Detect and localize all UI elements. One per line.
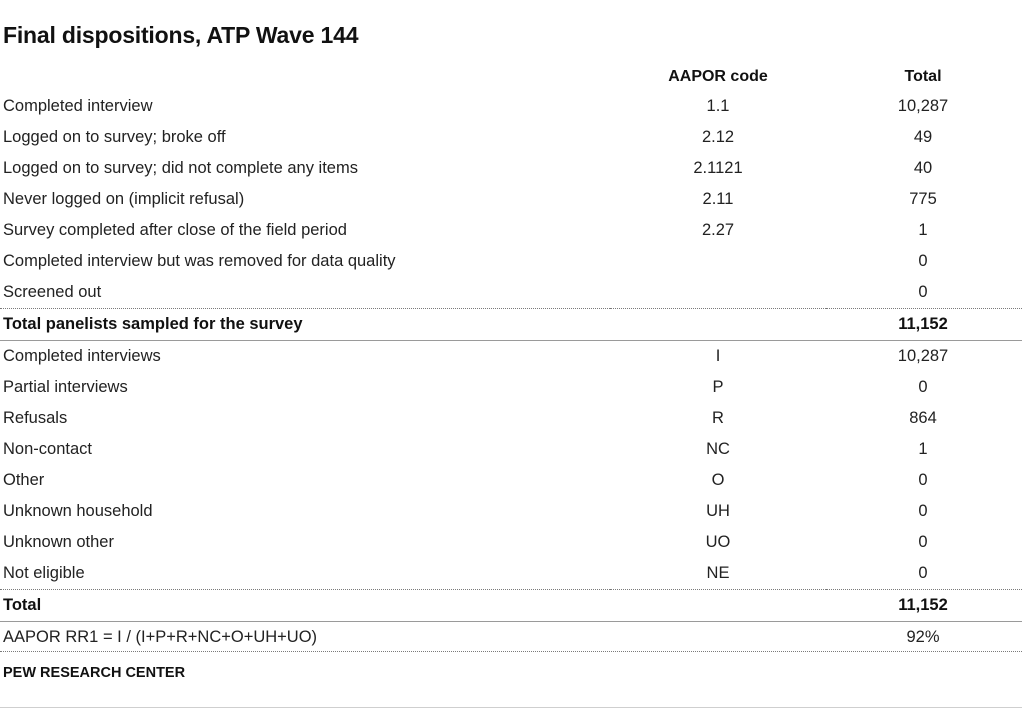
row-code: 2.1121 [693,159,743,177]
grand-total-code [610,589,826,622]
row-label: Logged on to survey; broke off [3,128,226,146]
row-total: 864 [909,409,937,427]
subtotal-total: 11,152 [826,308,1022,341]
row-label: Refusals [3,409,68,427]
grand-total-row: Total 11,152 [0,589,1022,622]
row-label: Survey completed after close of the fiel… [3,221,347,239]
row-code: R [712,409,724,427]
table-row: Other O 0 [0,465,1022,496]
table-row: Completed interview 1.1 10,287 [0,91,1022,122]
row-code: P [712,378,724,396]
table-row: Survey completed after close of the fiel… [0,215,1022,246]
row-label: Completed interview but was removed for … [3,252,396,270]
table-row: Logged on to survey; did not complete an… [0,153,1022,184]
row-label: Screened out [3,283,102,301]
row-label: Completed interview [3,97,153,115]
row-total: 10,287 [897,97,949,115]
table-row: Unknown other UO 0 [0,527,1022,558]
row-label: Unknown other [3,533,114,551]
row-label: Other [3,471,45,489]
table-row: Refusals R 864 [0,403,1022,434]
row-total: 0 [918,252,928,270]
row-label: Non-contact [3,440,92,458]
row-total: 775 [909,190,937,208]
page-title: Final dispositions, ATP Wave 144 [3,22,359,48]
row-code: UO [705,533,731,551]
row-total: 0 [918,378,928,396]
row-label: Never logged on (implicit refusal) [3,190,245,208]
row-label: Unknown household [3,502,153,520]
row-code: I [715,347,721,365]
grand-total-label: Total [0,589,610,622]
row-code: 1.1 [706,97,730,115]
row-total: 0 [918,564,928,582]
subtotal-code [610,308,826,341]
table-bottom-divider [0,651,1022,652]
row-code: 2.27 [701,221,735,239]
table-header-row: AAPOR code Total [0,62,1022,91]
row-total: 0 [918,283,928,301]
row-label: Not eligible [3,564,85,582]
row-label: Logged on to survey; did not complete an… [3,159,358,177]
row-total: 0 [918,533,928,551]
subtotal-row: Total panelists sampled for the survey 1… [0,308,1022,341]
row-total: 10,287 [897,347,949,365]
response-rate-code [610,622,826,654]
row-code [610,277,826,309]
row-total: 40 [913,159,933,177]
subtotal-label: Total panelists sampled for the survey [0,308,610,341]
row-total: 0 [918,471,928,489]
header-label [0,62,610,91]
table-row: Unknown household UH 0 [0,496,1022,527]
row-total: 1 [918,440,928,458]
row-total: 1 [918,221,928,239]
response-rate-total: 92% [906,628,940,646]
response-rate-label: AAPOR RR1 = I / (I+P+R+NC+O+UH+UO) [3,628,318,646]
grand-total-total: 11,152 [826,589,1022,622]
row-label: Partial interviews [3,378,128,396]
table-row: Logged on to survey; broke off 2.12 49 [0,122,1022,153]
row-label: Completed interviews [3,347,161,365]
table-row: Non-contact NC 1 [0,434,1022,465]
table-row: Not eligible NE 0 [0,558,1022,590]
row-code: UH [706,502,730,520]
header-aapor-code: AAPOR code [668,67,768,85]
row-code: O [711,471,725,489]
row-code: NC [706,440,730,458]
row-total: 49 [913,128,933,146]
source-credit: PEW RESEARCH CENTER [3,665,186,681]
table-row: Completed interviews I 10,287 [0,341,1022,373]
footer-divider [0,707,1022,708]
row-code: NE [706,564,730,582]
row-total: 0 [918,502,928,520]
response-rate-row: AAPOR RR1 = I / (I+P+R+NC+O+UH+UO) 92% [0,622,1022,654]
dispositions-table: AAPOR code Total Completed interview 1.1… [0,62,1022,653]
table-row: Never logged on (implicit refusal) 2.11 … [0,184,1022,215]
table-row: Completed interview but was removed for … [0,246,1022,277]
header-total: Total [904,67,942,85]
table-row: Screened out 0 [0,277,1022,309]
row-code [610,246,826,277]
table-row: Partial interviews P 0 [0,372,1022,403]
row-code: 2.12 [701,128,735,146]
row-code: 2.11 [702,190,734,208]
